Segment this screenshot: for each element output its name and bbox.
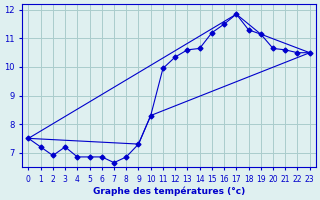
X-axis label: Graphe des températures (°c): Graphe des températures (°c) xyxy=(93,186,245,196)
